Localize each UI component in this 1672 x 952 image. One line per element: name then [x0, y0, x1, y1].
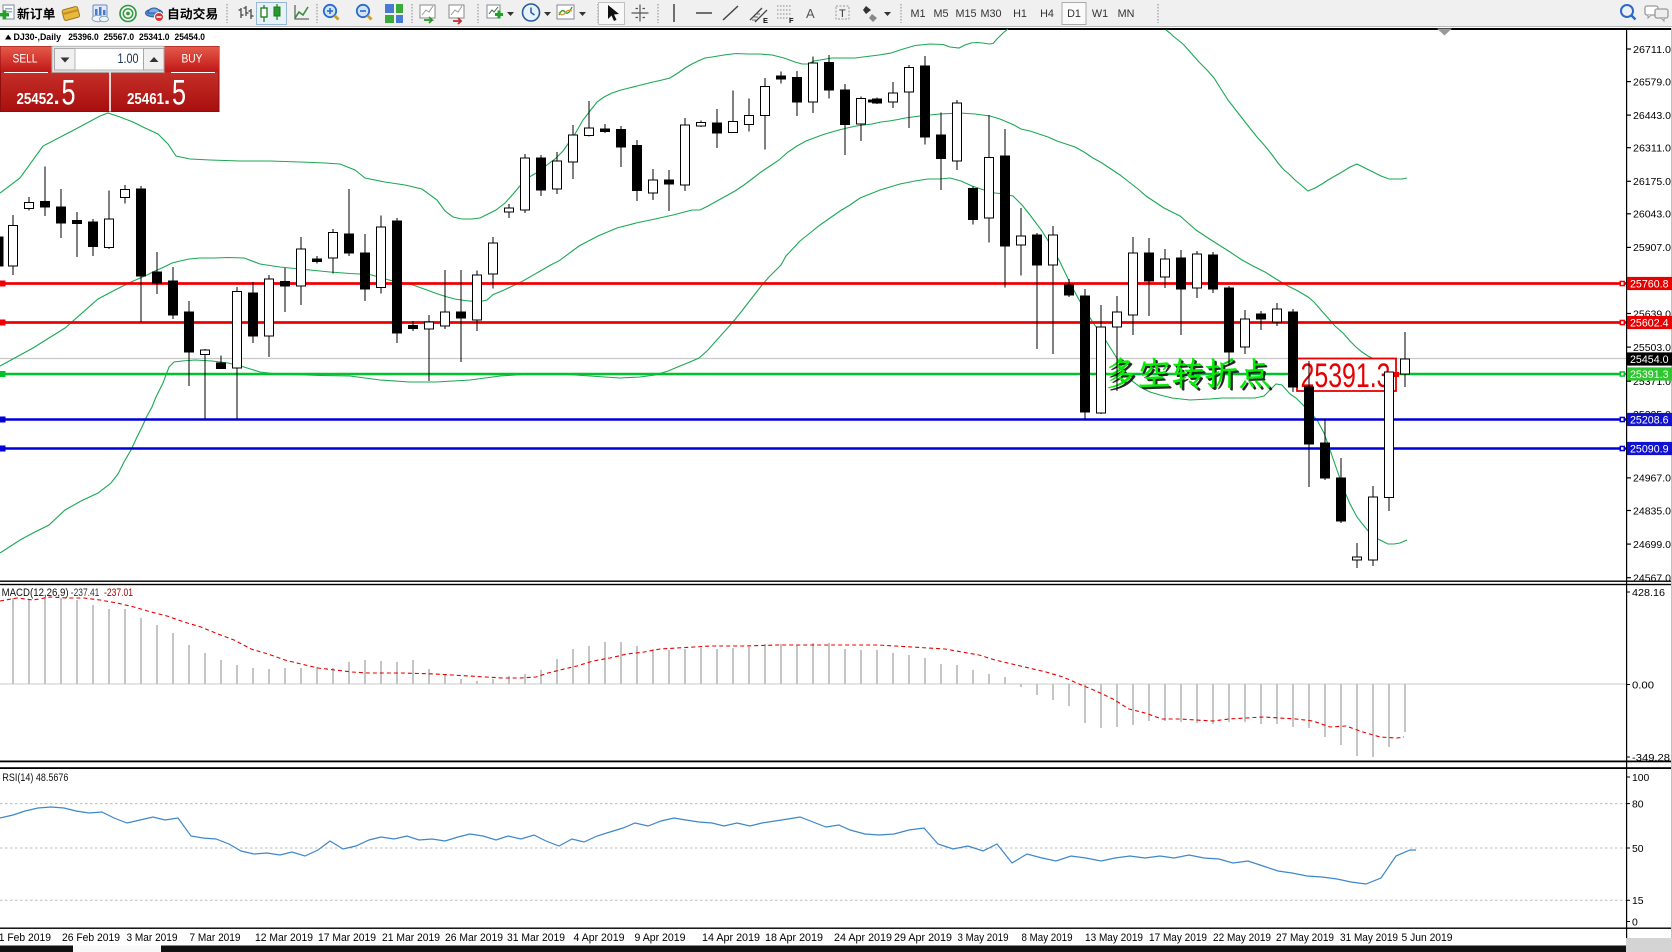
svg-text:MACD(12,26,9): MACD(12,26,9) — [2, 587, 69, 599]
svg-text:25567.0: 25567.0 — [104, 32, 135, 43]
svg-text:12 Mar 2019: 12 Mar 2019 — [255, 932, 313, 944]
svg-text:18 Apr 2019: 18 Apr 2019 — [765, 932, 823, 944]
svg-text:24967.0: 24967.0 — [1633, 474, 1671, 485]
svg-text:29 Apr 2019: 29 Apr 2019 — [894, 932, 952, 944]
svg-text:25454.0: 25454.0 — [1630, 354, 1669, 366]
svg-text:H1: H1 — [1013, 8, 1027, 20]
svg-text:25454.0: 25454.0 — [175, 32, 206, 43]
svg-text:.: . — [164, 84, 170, 109]
svg-text:9 Apr 2019: 9 Apr 2019 — [635, 932, 686, 944]
svg-text:8 May 2019: 8 May 2019 — [1022, 932, 1073, 944]
svg-text:428.16: 428.16 — [1632, 588, 1665, 599]
svg-text:M15: M15 — [955, 8, 976, 20]
svg-text:21 Feb 2019: 21 Feb 2019 — [0, 932, 51, 944]
svg-text:50: 50 — [1632, 844, 1644, 855]
svg-text:1.00: 1.00 — [118, 51, 139, 66]
svg-text:21 Mar 2019: 21 Mar 2019 — [382, 932, 440, 944]
svg-text:3 Mar 2019: 3 Mar 2019 — [127, 932, 178, 944]
svg-text:24 Apr 2019: 24 Apr 2019 — [834, 932, 892, 944]
svg-text:25090.9: 25090.9 — [1630, 444, 1669, 456]
svg-text:BUY: BUY — [182, 54, 203, 66]
svg-text:80: 80 — [1632, 799, 1644, 810]
svg-text:17 Mar 2019: 17 Mar 2019 — [318, 932, 376, 944]
svg-text:22 May 2019: 22 May 2019 — [1213, 932, 1271, 944]
svg-text:0.00: 0.00 — [1632, 680, 1654, 691]
svg-text:W1: W1 — [1092, 8, 1108, 20]
svg-text:A: A — [806, 6, 815, 21]
svg-text:25341.0: 25341.0 — [139, 32, 170, 43]
svg-text:3 May 2019: 3 May 2019 — [958, 932, 1009, 944]
svg-text:25602.4: 25602.4 — [1630, 318, 1669, 330]
svg-text:26579.0: 26579.0 — [1633, 77, 1671, 88]
svg-text:5: 5 — [172, 73, 186, 113]
svg-text:DJ30-,Daily: DJ30-,Daily — [14, 32, 62, 43]
svg-text:-237.01: -237.01 — [104, 587, 133, 599]
svg-text:26711.0: 26711.0 — [1633, 45, 1671, 56]
svg-text:25452: 25452 — [17, 91, 54, 108]
svg-text:4 Apr 2019: 4 Apr 2019 — [574, 932, 625, 944]
svg-text:15: 15 — [1632, 896, 1644, 907]
svg-text:M30: M30 — [980, 8, 1001, 20]
svg-text:25371.0: 25371.0 — [1633, 377, 1671, 388]
svg-text:MN: MN — [1118, 8, 1135, 20]
svg-text:M5: M5 — [934, 8, 949, 20]
svg-text:26 Mar 2019: 26 Mar 2019 — [445, 932, 503, 944]
svg-text:-349.28: -349.28 — [1632, 753, 1670, 764]
svg-text:0: 0 — [1632, 917, 1638, 928]
svg-text:.: . — [54, 84, 60, 109]
svg-text:27 May 2019: 27 May 2019 — [1276, 932, 1334, 944]
svg-text:26 Feb 2019: 26 Feb 2019 — [62, 932, 120, 944]
svg-text:25639.0: 25639.0 — [1633, 309, 1671, 320]
svg-text:26311.0: 26311.0 — [1633, 144, 1671, 155]
svg-text:24835.0: 24835.0 — [1633, 506, 1671, 517]
svg-text:RSI(14) 48.5676: RSI(14) 48.5676 — [2, 772, 68, 784]
svg-text:31 May 2019: 31 May 2019 — [1340, 932, 1398, 944]
svg-text:T: T — [839, 8, 846, 20]
svg-text:H4: H4 — [1040, 8, 1054, 20]
svg-text:25907.0: 25907.0 — [1633, 243, 1671, 254]
svg-text:7 Mar 2019: 7 Mar 2019 — [190, 932, 241, 944]
svg-text:D1: D1 — [1067, 8, 1081, 20]
svg-text:5: 5 — [62, 73, 76, 113]
svg-text:31 Mar 2019: 31 Mar 2019 — [507, 932, 565, 944]
svg-text:25760.8: 25760.8 — [1630, 279, 1669, 291]
svg-text:24567.0: 24567.0 — [1633, 574, 1671, 585]
svg-text:100: 100 — [1632, 773, 1650, 784]
svg-text:26443.0: 26443.0 — [1633, 111, 1671, 122]
svg-text:17 May 2019: 17 May 2019 — [1149, 932, 1207, 944]
svg-text:-237.41: -237.41 — [71, 587, 100, 599]
svg-text:SELL: SELL — [13, 54, 39, 66]
svg-text:13 May 2019: 13 May 2019 — [1085, 932, 1143, 944]
svg-text:25208.6: 25208.6 — [1630, 415, 1669, 427]
svg-text:14 Apr 2019: 14 Apr 2019 — [702, 932, 760, 944]
svg-text:E: E — [763, 16, 768, 25]
svg-text:M1: M1 — [911, 8, 926, 20]
svg-text:25461: 25461 — [127, 91, 164, 108]
svg-text:25503.0: 25503.0 — [1633, 343, 1671, 354]
svg-text:25391.3: 25391.3 — [1301, 357, 1391, 395]
svg-text:26175.0: 26175.0 — [1633, 177, 1671, 188]
svg-text:25391.3: 25391.3 — [1630, 369, 1669, 381]
svg-text:25396.0: 25396.0 — [68, 32, 99, 43]
svg-text:24699.0: 24699.0 — [1633, 540, 1671, 551]
svg-text:26043.0: 26043.0 — [1633, 210, 1671, 221]
svg-text:F: F — [789, 16, 794, 25]
svg-text:5 Jun 2019: 5 Jun 2019 — [1402, 932, 1453, 944]
